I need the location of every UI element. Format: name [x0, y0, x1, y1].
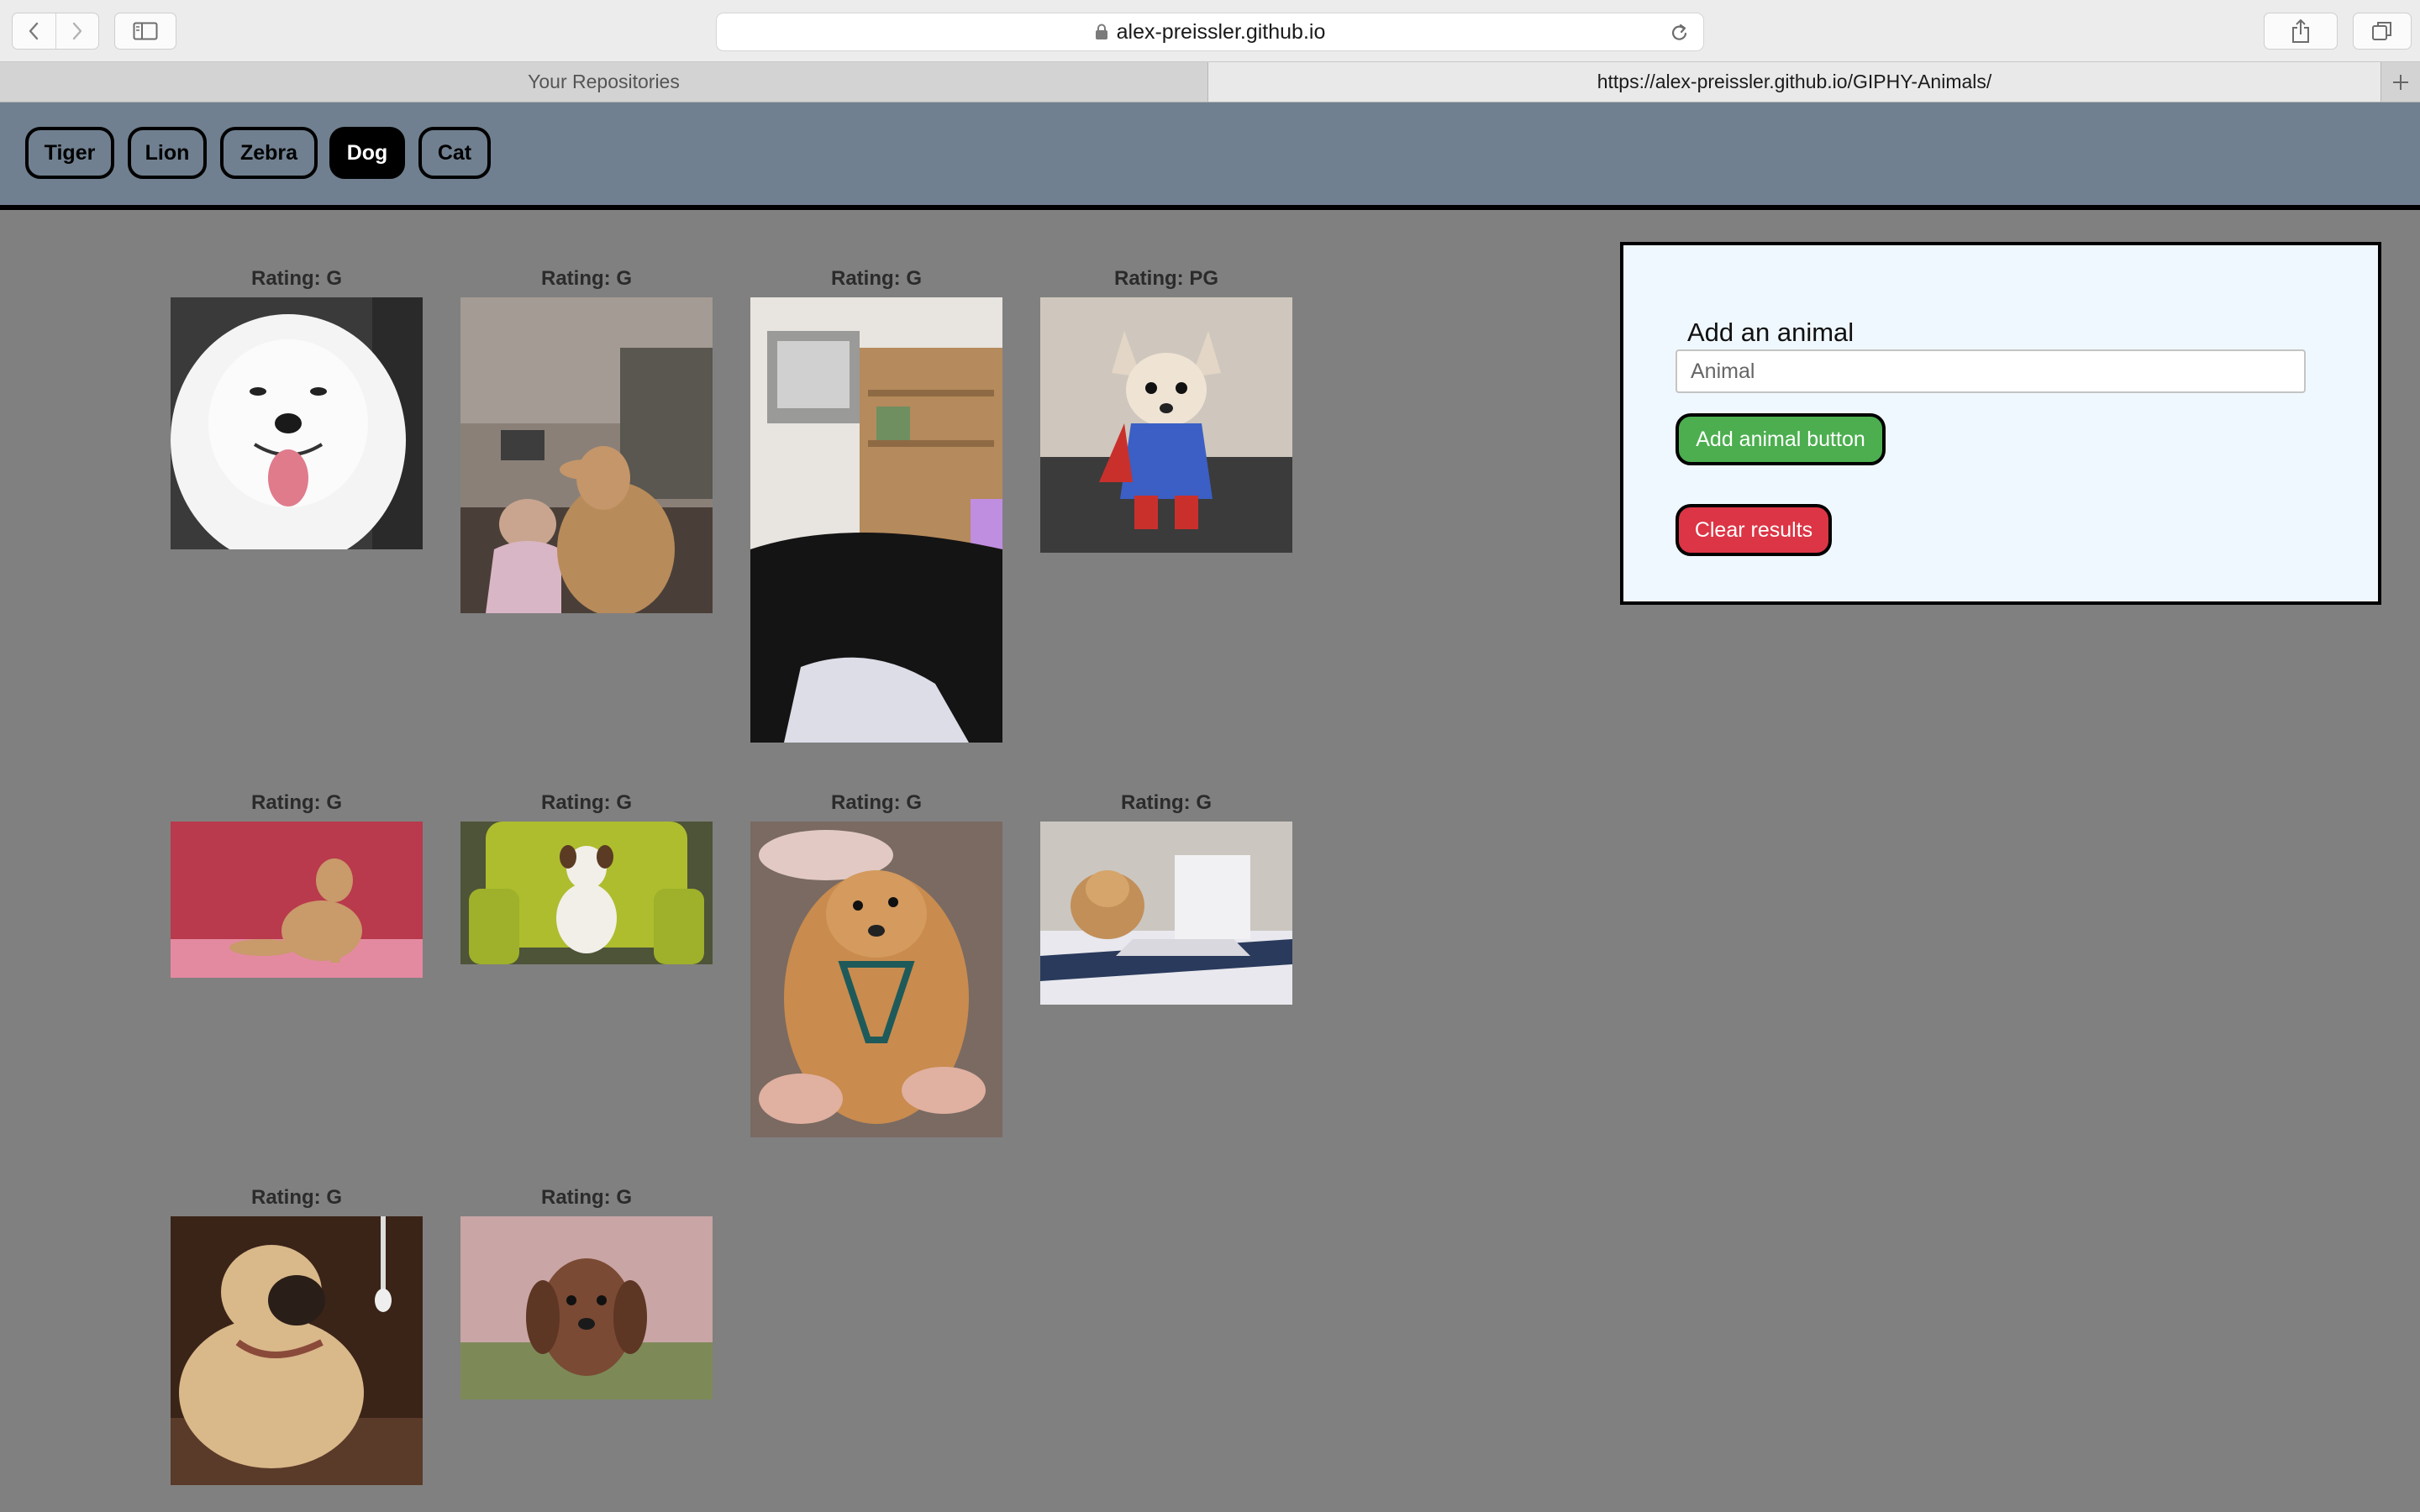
gif-item: Rating: G: [171, 269, 423, 549]
animal-button-tiger[interactable]: Tiger: [25, 127, 114, 179]
back-icon: [29, 22, 39, 40]
sidebar-icon: [133, 22, 158, 40]
gif-rating: Rating: G: [541, 267, 632, 290]
gif-rating: Rating: G: [251, 1186, 342, 1209]
gif-image-pug[interactable]: [171, 1216, 423, 1485]
gif-image-black-dog[interactable]: [750, 297, 1002, 743]
animal-button-dog[interactable]: Dog: [329, 127, 405, 179]
gif-item: Rating: G: [750, 269, 1002, 743]
animal-button-zebra[interactable]: Zebra: [220, 127, 318, 179]
animal-input[interactable]: [1676, 349, 2306, 393]
gif-item: Rating: G: [171, 793, 423, 978]
tab-your-repositories[interactable]: Your Repositories: [0, 62, 1208, 102]
reload-icon[interactable]: [1670, 22, 1690, 48]
gif-rating: Rating: G: [1121, 791, 1212, 814]
gif-image-dachshund[interactable]: [460, 1216, 713, 1399]
add-animal-panel: Add an animal Add animal button Clear re…: [1620, 242, 2381, 605]
tab-giphy-animals[interactable]: https://alex-preissler.github.io/GIPHY-A…: [1208, 62, 2381, 102]
add-animal-title: Add an animal: [1687, 318, 1854, 347]
clear-results-button[interactable]: Clear results: [1676, 504, 1832, 556]
gif-item: Rating: G: [460, 269, 713, 613]
back-button[interactable]: [13, 13, 55, 49]
gif-image-dog-couch[interactable]: [460, 297, 713, 613]
address-text: alex-preissler.github.io: [1116, 19, 1326, 44]
gif-rating: Rating: G: [831, 791, 922, 814]
new-tab-button[interactable]: [2381, 62, 2420, 102]
address-bar[interactable]: alex-preissler.github.io: [716, 13, 1704, 51]
gif-item: Rating: G: [460, 793, 713, 964]
gif-item: Rating: PG: [1040, 269, 1292, 553]
forward-button[interactable]: [55, 13, 99, 49]
add-animal-button[interactable]: Add animal button: [1676, 413, 1886, 465]
gif-item: Rating: G: [750, 793, 1002, 1137]
gif-image-dog-laptop[interactable]: [1040, 822, 1292, 1005]
gif-image-dog-pink-floor[interactable]: [171, 822, 423, 978]
browser-toolbar: alex-preissler.github.io: [0, 0, 2420, 62]
share-button[interactable]: [2264, 13, 2338, 50]
animal-button-lion[interactable]: Lion: [128, 127, 207, 179]
gif-item: Rating: G: [460, 1188, 713, 1399]
plus-icon: [2393, 74, 2408, 90]
share-icon: [2292, 18, 2309, 43]
gif-rating: Rating: G: [251, 791, 342, 814]
gif-image-superman-chihuahua[interactable]: [1040, 297, 1292, 553]
tabs-overview-button[interactable]: [2353, 13, 2412, 50]
gif-rating: Rating: G: [251, 267, 342, 290]
gif-item: Rating: G: [171, 1188, 423, 1485]
gif-rating: Rating: G: [831, 267, 922, 290]
gif-image-puppy-belly-rub[interactable]: [750, 822, 1002, 1137]
forward-icon: [72, 22, 82, 40]
gif-rating: Rating: G: [541, 1186, 632, 1209]
tabs-icon: [2372, 22, 2391, 40]
gif-image-samoyed[interactable]: [171, 297, 423, 549]
gif-item: Rating: G: [1040, 793, 1292, 1005]
nav-buttons: [12, 13, 99, 50]
sidebar-button[interactable]: [114, 13, 176, 50]
gif-image-terrier-armchair[interactable]: [460, 822, 713, 964]
lock-icon: [1095, 24, 1108, 40]
animal-buttons-header: Tiger Lion Zebra Dog Cat: [0, 102, 2420, 210]
tab-bar: Your Repositories https://alex-preissler…: [0, 62, 2420, 102]
gif-rating: Rating: PG: [1114, 267, 1218, 290]
gif-rating: Rating: G: [541, 791, 632, 814]
animal-button-cat[interactable]: Cat: [418, 127, 491, 179]
